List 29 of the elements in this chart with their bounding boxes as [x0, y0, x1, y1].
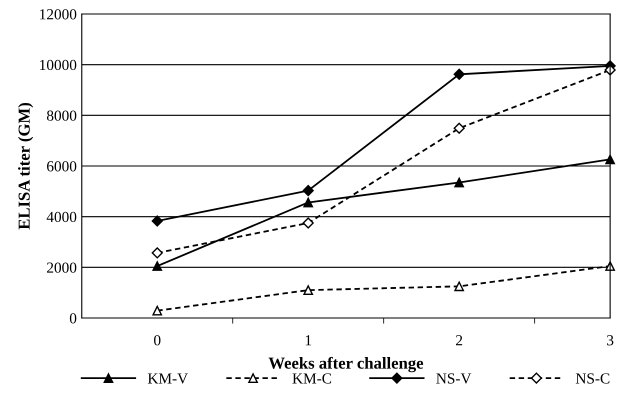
legend-label: KM-V	[148, 373, 188, 384]
legend-label: KM-C	[292, 373, 332, 384]
point	[302, 184, 314, 196]
y-tick-label: 2000	[47, 262, 76, 273]
y-tick-label: 10000	[40, 60, 76, 70]
y-tick-label: 6000	[47, 161, 76, 172]
point	[303, 285, 314, 295]
y-axis-title: ELISA titer (GM)	[18, 103, 34, 230]
point	[454, 281, 464, 292]
x-tick-label: 1	[306, 335, 312, 346]
point	[152, 306, 162, 316]
point	[302, 217, 314, 229]
point	[454, 122, 465, 134]
y-tick-label: 4000	[46, 212, 76, 222]
x-axis-title: Weeks after challenge	[268, 356, 424, 372]
point	[454, 178, 464, 188]
legend-label: NS-C	[576, 373, 610, 384]
x-tick-label: 3	[607, 335, 614, 346]
point	[303, 198, 314, 208]
point	[454, 68, 465, 80]
point	[152, 247, 163, 258]
y-tick-label: 8000	[46, 110, 76, 121]
y-tick-label: 0	[70, 313, 76, 324]
point	[152, 261, 162, 271]
y-tick-label: 12000	[40, 9, 76, 20]
x-tick-label: 2	[456, 335, 462, 346]
legend-label: NS-V	[436, 373, 472, 384]
x-tick-label: 0	[154, 335, 160, 346]
point	[152, 215, 163, 227]
